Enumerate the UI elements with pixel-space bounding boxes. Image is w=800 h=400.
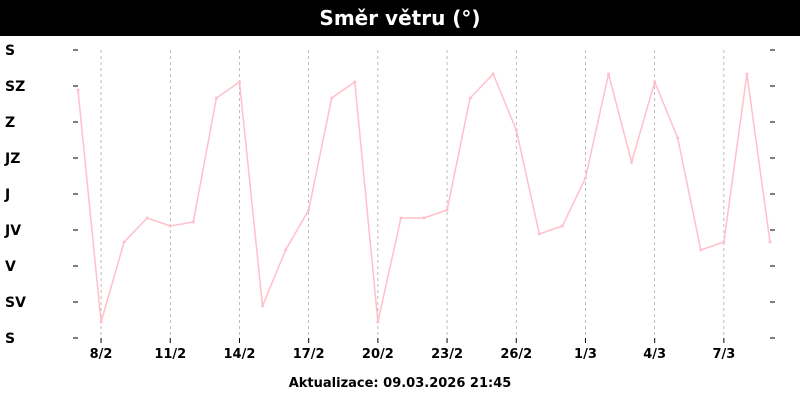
data-point (653, 80, 657, 84)
x-tick-label: 8/2 (90, 347, 113, 362)
data-point (376, 320, 380, 324)
update-timestamp: Aktualizace: 09.03.2026 21:45 (288, 376, 512, 391)
y-tick-label: SV (5, 295, 26, 311)
data-point (699, 248, 703, 252)
data-point (514, 128, 518, 132)
data-point (630, 160, 634, 164)
data-point (145, 216, 149, 220)
data-point (745, 72, 749, 76)
data-point (676, 136, 680, 140)
x-tick-label: 1/3 (574, 347, 597, 362)
y-tick-label: JZ (4, 151, 20, 167)
x-tick-label: 11/2 (154, 347, 186, 362)
data-point (237, 80, 241, 84)
data-point (76, 88, 80, 92)
data-point (122, 240, 126, 244)
x-tick-label: 4/3 (643, 347, 666, 362)
x-tick-label: 26/2 (500, 347, 532, 362)
x-tick-label: 17/2 (293, 347, 325, 362)
chart-title: Směr větru (°) (0, 0, 800, 36)
data-point (168, 224, 172, 228)
data-point (768, 240, 772, 244)
data-point (560, 224, 564, 228)
data-point (445, 208, 449, 212)
data-point (99, 320, 103, 324)
y-tick-label: SZ (5, 79, 25, 95)
data-point (214, 96, 218, 100)
y-tick-label: J (4, 187, 10, 203)
data-point (261, 304, 265, 308)
x-tick-label: 23/2 (431, 347, 463, 362)
y-tick-label: JV (4, 223, 21, 239)
data-point (284, 248, 288, 252)
y-tick-label: V (5, 259, 16, 275)
data-point (353, 80, 357, 84)
y-tick-label: S (5, 331, 15, 347)
data-point (330, 96, 334, 100)
x-tick-label: 14/2 (224, 347, 256, 362)
data-point (191, 220, 195, 224)
x-tick-label: 7/3 (712, 347, 735, 362)
data-point (491, 72, 495, 76)
series-line (77, 72, 771, 323)
x-tick-label: 20/2 (362, 347, 394, 362)
y-tick-label: Z (5, 115, 15, 131)
data-point (422, 216, 426, 220)
y-tick-label: S (5, 43, 15, 59)
data-point (583, 176, 587, 180)
data-point (537, 232, 541, 236)
data-point (607, 72, 611, 76)
data-point (307, 208, 311, 212)
data-point (399, 216, 403, 220)
data-point (468, 96, 472, 100)
data-point (722, 240, 726, 244)
